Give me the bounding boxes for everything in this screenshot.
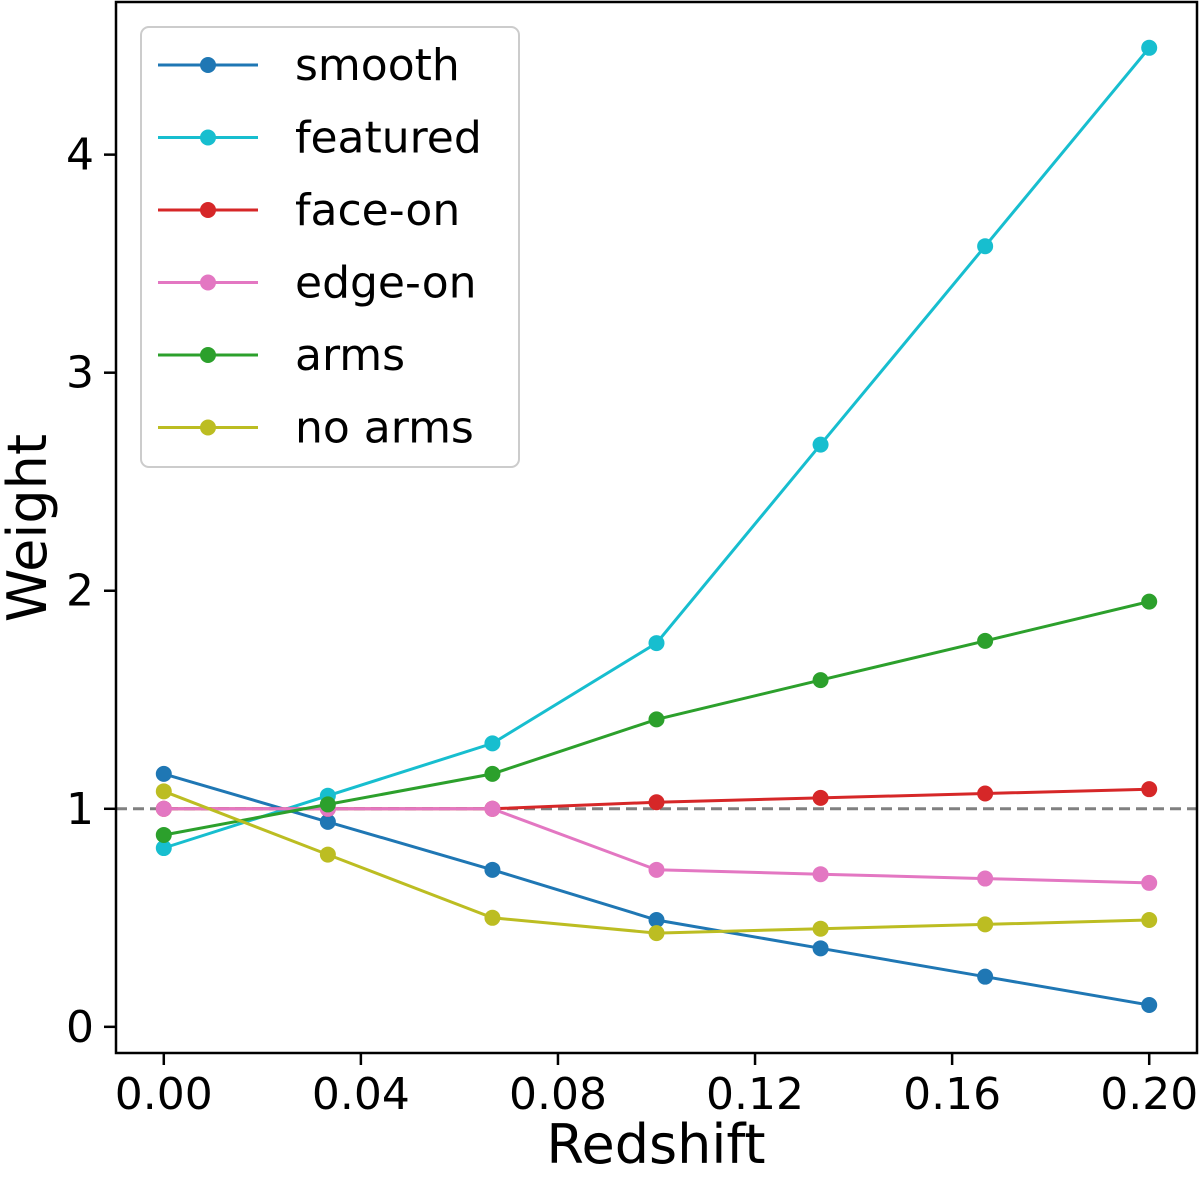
x-axis-label: Redshift	[546, 1113, 765, 1176]
data-point-arms	[1141, 593, 1158, 610]
series-arms	[155, 593, 1158, 843]
series-smooth	[155, 765, 1158, 1014]
data-point-no-arms	[155, 783, 172, 800]
y-axis-label: Weight	[0, 434, 59, 622]
plot-frame	[114, 0, 1199, 1055]
series-face-on	[155, 781, 1158, 817]
legend-label: featured	[295, 113, 482, 164]
data-point-no-arms	[648, 925, 665, 942]
y-tick-label: 4	[66, 130, 94, 181]
x-tick-label: 0.08	[509, 1069, 607, 1120]
data-point-face-on	[812, 789, 829, 806]
legend-label: face-on	[295, 185, 460, 236]
legend-item-face-on: face-on	[158, 185, 460, 236]
data-point-featured	[812, 436, 829, 453]
data-point-featured	[648, 635, 665, 652]
legend-marker	[200, 419, 216, 436]
legend-label: no arms	[295, 403, 474, 454]
data-point-edge-on	[1141, 874, 1158, 891]
data-point-edge-on	[155, 800, 172, 817]
y-tick-label: 1	[66, 784, 94, 835]
x-axis: 0.00 0.04 0.08 0.12 0.16 0.20	[115, 1053, 1198, 1120]
data-point-edge-on	[648, 861, 665, 878]
data-point-featured	[484, 735, 501, 752]
data-point-smooth	[977, 968, 994, 985]
data-point-face-on	[1141, 781, 1158, 798]
data-point-edge-on	[484, 800, 501, 817]
data-point-no-arms	[812, 920, 829, 937]
legend-marker	[200, 347, 216, 363]
data-point-smooth	[1141, 997, 1158, 1014]
legend-item-smooth: smooth	[158, 40, 460, 91]
data-point-no-arms	[319, 846, 336, 863]
series-no-arms	[155, 783, 1158, 942]
data-point-no-arms	[484, 909, 501, 926]
data-point-arms	[977, 632, 994, 649]
x-tick-label: 0.16	[903, 1069, 1001, 1120]
legend-box	[140, 26, 520, 468]
data-point-smooth	[648, 911, 665, 928]
legend-label: arms	[295, 330, 405, 381]
data-point-smooth	[812, 940, 829, 957]
data-point-featured	[977, 238, 994, 255]
legend-item-featured: featured	[158, 113, 482, 164]
data-point-featured	[1141, 39, 1158, 56]
data-point-no-arms	[977, 916, 994, 933]
legend-item-no-arms: no arms	[158, 403, 474, 454]
x-tick-label: 0.04	[312, 1069, 410, 1120]
legend-item-edge-on: edge-on	[158, 258, 477, 309]
legend: smooth featured face-on edge-on arms no arms	[140, 26, 520, 468]
legend-marker	[200, 57, 216, 73]
legend-item-arms: arms	[158, 330, 405, 381]
data-point-smooth	[155, 765, 172, 782]
data-point-smooth	[484, 861, 501, 878]
data-point-arms	[319, 796, 336, 813]
legend-label: smooth	[295, 40, 460, 91]
x-tick-label: 0.20	[1100, 1069, 1198, 1120]
x-tick-label: 0.00	[115, 1069, 213, 1120]
data-point-featured	[155, 840, 172, 857]
data-point-no-arms	[1141, 911, 1158, 928]
y-tick-label: 0	[66, 1002, 94, 1053]
y-tick-label: 3	[66, 348, 94, 399]
series-featured	[155, 39, 1158, 857]
legend-marker	[200, 202, 216, 218]
data-point-smooth	[319, 813, 336, 830]
plot-area	[116, 39, 1197, 1014]
data-point-arms	[812, 672, 829, 689]
y-axis: 0 1 2 3 4	[66, 130, 116, 1053]
y-tick-label: 2	[66, 566, 94, 617]
legend-marker	[200, 274, 216, 291]
data-point-edge-on	[812, 866, 829, 883]
legend-label: edge-on	[295, 258, 477, 309]
data-point-face-on	[977, 785, 994, 802]
data-point-face-on	[648, 794, 665, 811]
data-point-arms	[155, 826, 172, 843]
data-point-arms	[648, 711, 665, 728]
legend-marker	[200, 129, 216, 146]
data-point-edge-on	[977, 870, 994, 887]
data-point-arms	[484, 765, 501, 782]
x-tick-label: 0.12	[706, 1069, 804, 1120]
